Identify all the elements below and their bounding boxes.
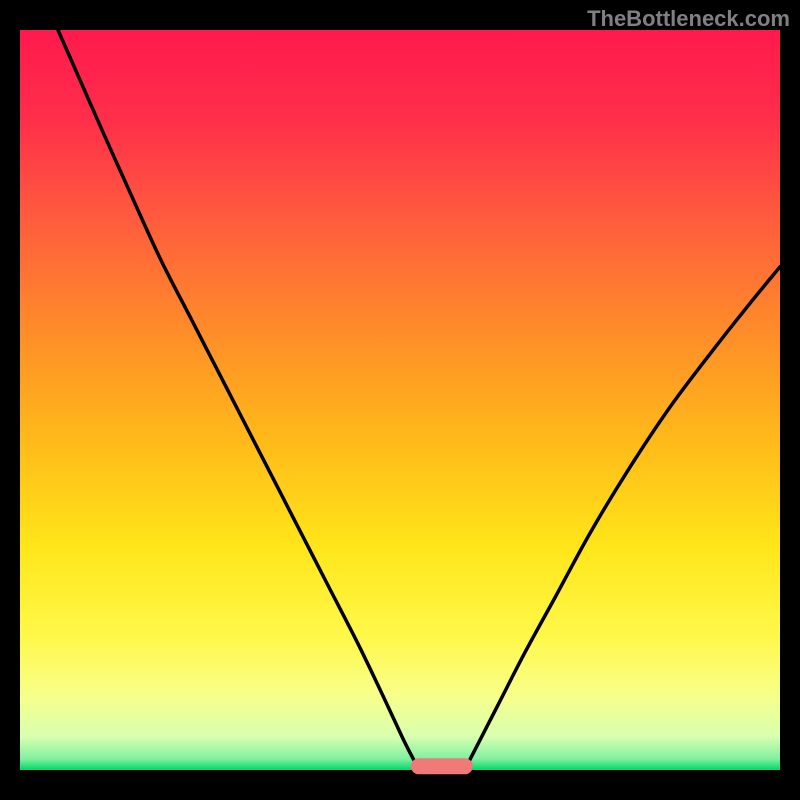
chart-container: TheBottleneck.com <box>0 0 800 800</box>
gradient-background <box>20 30 780 770</box>
optimal-marker <box>411 758 473 774</box>
bottleneck-chart <box>0 0 800 800</box>
watermark-text: TheBottleneck.com <box>587 6 790 32</box>
